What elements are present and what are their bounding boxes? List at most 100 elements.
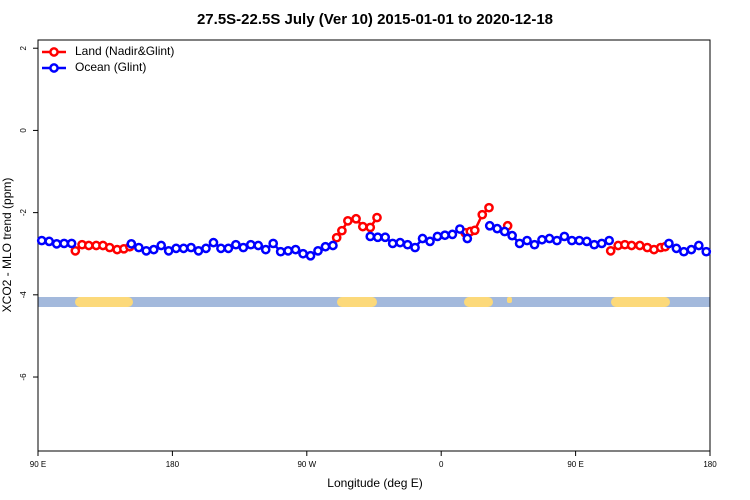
point [605,245,616,256]
land-blob [611,297,670,307]
point [268,238,279,249]
plot-frame [37,39,711,452]
point [372,212,382,223]
point [193,245,204,256]
point [402,239,413,250]
point [141,245,152,256]
point [469,225,480,236]
point [357,221,368,232]
point [529,239,540,250]
land-mask [38,297,710,307]
point [343,215,353,226]
point [331,232,342,243]
y-tick-label: 0 [19,128,28,133]
x-tick-label: 0 [439,460,444,469]
point [552,235,562,246]
point [148,244,159,255]
point [514,238,525,249]
point [372,232,383,243]
x-tick-label: 90 E [567,460,583,469]
point [231,239,241,250]
point [499,226,510,237]
point [626,240,637,251]
point [432,231,443,242]
point [238,242,249,253]
point [596,238,607,249]
point [126,239,137,249]
point [701,246,712,257]
point [559,231,570,242]
point [693,240,704,251]
land-blob [507,297,512,303]
point [70,245,81,256]
point [44,236,55,247]
point [380,232,391,243]
y-tick-label: 2 [19,45,28,50]
point [208,237,219,248]
point [365,222,376,233]
point [36,235,47,246]
legend-marker [49,63,59,73]
point [484,220,495,231]
point [201,243,211,254]
x-tick-label: 90 E [30,460,46,469]
point [253,240,264,251]
chart-title: 27.5S-22.5S July (Ver 10) 2015-01-01 to … [197,11,553,28]
series [36,220,712,261]
point [104,242,115,253]
point [440,230,450,241]
point [417,233,428,244]
point [133,242,144,253]
point [589,239,600,250]
point [477,209,488,220]
point [290,244,301,255]
point [216,243,226,254]
point [59,238,69,249]
x-tick-label: 180 [703,460,717,469]
point [283,245,293,256]
point [507,230,517,241]
land-blob [337,297,377,307]
point [171,243,181,254]
point [686,244,697,255]
point [305,250,316,261]
land-blob [75,297,133,307]
point [395,237,405,248]
y-tick-label: -4 [19,291,28,299]
x-axis-label: Longitude (deg E) [327,476,422,490]
x-tick-label: 180 [166,460,180,469]
point [387,238,398,249]
point [492,223,503,234]
point [462,233,473,244]
point [260,244,271,255]
x-tick-label: 90 W [297,460,316,469]
legend-marker [49,47,59,57]
point [328,240,338,251]
point [83,240,94,251]
point [275,246,286,257]
point [410,242,420,253]
point [522,235,532,246]
point [223,243,234,254]
point [604,235,615,246]
point [484,202,494,213]
point [425,236,435,247]
point [186,242,196,253]
point [455,224,465,234]
point [671,243,682,254]
point [156,240,167,251]
point [320,241,331,252]
point [664,238,674,249]
point [544,233,555,244]
legend-label: Land (Nadir&Glint) [75,44,174,58]
point [313,245,323,256]
point [581,236,592,247]
point [567,235,577,246]
y-tick-label: -6 [19,373,28,381]
point [679,246,689,257]
y-tick-label: -2 [19,209,28,217]
land-blob [464,297,493,307]
point [66,238,77,249]
point [163,245,174,256]
